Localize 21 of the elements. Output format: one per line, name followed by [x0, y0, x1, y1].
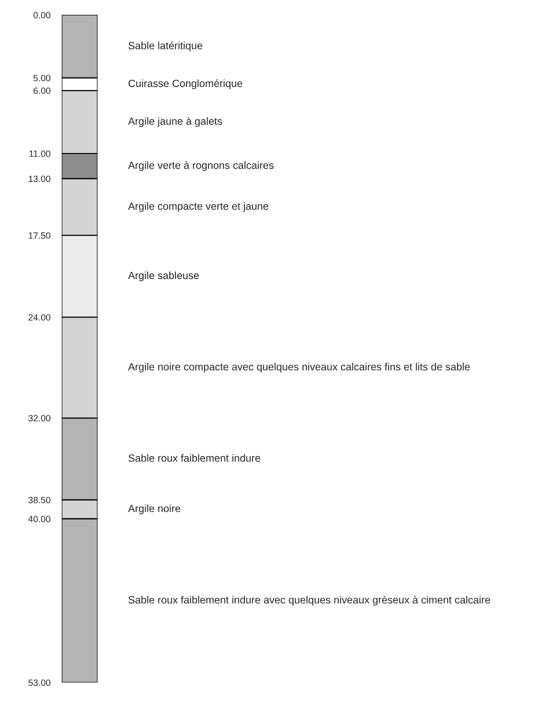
- y-tick-label: 0.00: [34, 12, 50, 18]
- text: Sable roux faiblement indure: [128, 454, 260, 462]
- text: Sable latéritique: [128, 42, 202, 52]
- text: Argile noire: [128, 504, 180, 514]
- y-tick-label: 38.50: [28, 496, 50, 504]
- y-tick-label: 5.00: [34, 74, 50, 82]
- text: Argile sableuse: [128, 271, 199, 282]
- text: Argile compacte verte et jaune: [128, 202, 268, 212]
- text: Argile jaune à galets: [128, 117, 222, 127]
- y-tick-label: 40.00: [28, 516, 50, 522]
- y-tick-label: 24.00: [28, 314, 50, 321]
- text: Argile verte à rognons calcaires: [128, 161, 274, 172]
- y-tick-label: 17.50: [28, 232, 50, 239]
- text: Cuirasse Conglomérique: [128, 79, 242, 90]
- text: Argile noire compacte avec quelques niveaux calcaires fins et lits de sable: [128, 362, 470, 372]
- y-tick-label: 32.00: [28, 414, 50, 422]
- y-tick-label: 6.00: [34, 87, 50, 94]
- y-tick-label: 53.00: [28, 680, 50, 686]
- y-tick-label: 13.00: [28, 176, 50, 182]
- y-tick-label: 11.00: [29, 150, 50, 157]
- text: Sable roux faiblement indure avec quelques niveaux grèseux à ciment calcaire: [128, 596, 490, 606]
